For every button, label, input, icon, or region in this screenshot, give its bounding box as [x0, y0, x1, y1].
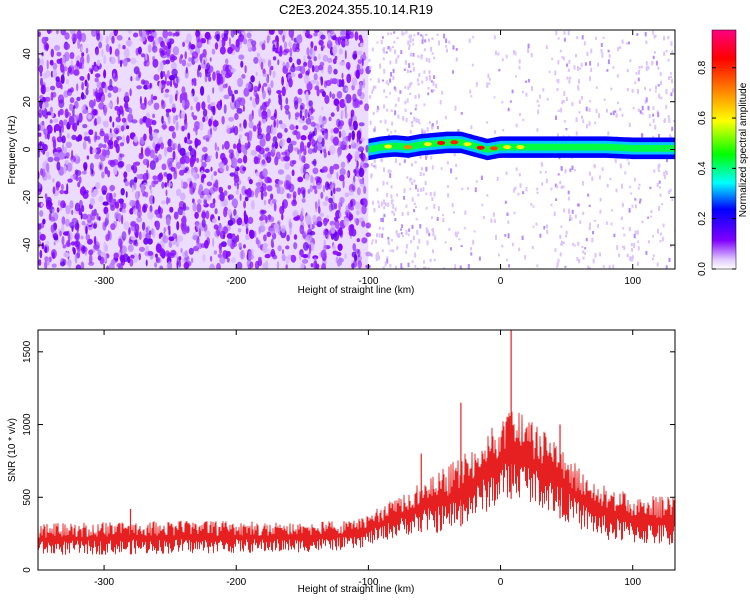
noise-blobs — [38, 30, 372, 269]
spectrogram-x-axis-label: Height of straight line (km) — [298, 285, 415, 296]
colorbar-label: Normalized spectral amplitude — [738, 82, 749, 217]
colorbar-tick-label: 0.2 — [697, 211, 708, 225]
snr-x-tick-label: -300 — [94, 577, 114, 588]
spectrogram-y-tick-label: -20 — [22, 190, 33, 205]
snr-x-tick-label: -200 — [226, 577, 246, 588]
colorbar-gradient — [711, 29, 737, 270]
colorbar-ticks: 0.0 0.2 0.4 0.6 0.8 — [697, 60, 736, 276]
spectrogram-x-tick-label: -200 — [226, 276, 246, 287]
snr-y-axis-label: SNR (10 * v/v) — [7, 418, 18, 482]
snr-frame — [37, 329, 676, 571]
colorbar-tick-label: 0.8 — [697, 60, 708, 74]
spectrogram-x-tick-label: -300 — [94, 276, 114, 287]
spectrogram-y-tick-label: 0 — [22, 146, 33, 152]
spectrogram-heatmap — [38, 30, 675, 269]
spectrogram-y-tick-label: -40 — [22, 237, 33, 252]
colorbar-tick-label: 0.6 — [697, 111, 708, 125]
colorbar-tick-label: 0.0 — [697, 262, 708, 276]
snr-x-tick-label: 0 — [498, 577, 504, 588]
snr-x-tick-label: -100 — [358, 577, 378, 588]
snr-x-axis-label: Height of straight line (km) — [298, 584, 415, 595]
snr-y-tick-label: 500 — [22, 488, 33, 505]
colorbar-tick-label: 0.4 — [697, 161, 708, 175]
spectrogram-x-tick-label: 100 — [624, 276, 641, 287]
colorbar: 0.0 0.2 0.4 0.6 0.8 Normalized spectral ampl… — [697, 29, 749, 276]
spectrogram-y-tick-label: 40 — [22, 48, 33, 60]
snr-x-tick-label: 100 — [624, 577, 641, 588]
chart-title: C2E3.2024.355.10.14.R19 — [279, 2, 433, 17]
spectrogram-y-tick-label: 20 — [22, 96, 33, 108]
snr-y-tick-label: 1000 — [22, 413, 33, 436]
snr-series — [38, 330, 675, 555]
spectrogram-y-axis-label: Frequency (Hz) — [7, 116, 18, 185]
snr-y-tick-label: 0 — [22, 567, 33, 573]
signal-trace — [368, 131, 675, 161]
spectrogram-x-tick-label: 0 — [498, 276, 504, 287]
snr-y-tick-label: 1500 — [22, 340, 33, 363]
spectrogram-x-tick-label: -100 — [358, 276, 378, 287]
snr-line — [38, 411, 675, 555]
